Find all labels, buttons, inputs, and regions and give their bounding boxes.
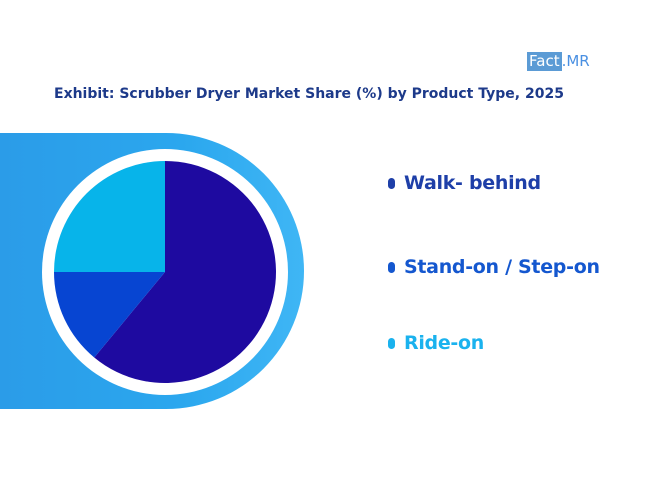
factmr-logo: Fact .MR: [527, 52, 590, 71]
pie-slice-ride-on: [54, 161, 165, 272]
legend-bullet-icon: [388, 337, 395, 349]
pie-slice-stand-on-step-on: [54, 272, 165, 358]
logo-rest-text: .MR: [561, 52, 590, 70]
chart-title: Exhibit: Scrubber Dryer Market Share (%)…: [54, 86, 564, 102]
logo-box-text: Fact: [527, 52, 562, 71]
legend-bullet-icon: [388, 177, 395, 189]
legend-item: Stand-on / Step-on: [388, 256, 600, 278]
legend-item: Ride-on: [388, 332, 484, 354]
pie-slices: [54, 161, 276, 383]
legend-bullet-icon: [388, 261, 395, 273]
legend-label: Ride-on: [404, 332, 484, 354]
legend-label: Walk- behind: [404, 172, 541, 194]
chart-legend: Walk- behind Stand-on / Step-on Ride-on: [388, 0, 650, 488]
legend-item: Walk- behind: [388, 172, 541, 194]
legend-label: Stand-on / Step-on: [404, 256, 600, 278]
pie-slice-walk-behind: [94, 161, 276, 383]
